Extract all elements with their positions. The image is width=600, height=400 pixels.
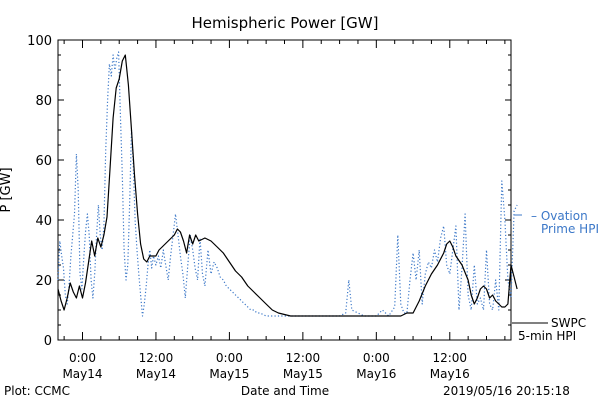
y-axis-label: P [GW] [0, 167, 14, 212]
x-tick-date-label: May15 [209, 367, 249, 381]
y-tick-label: 60 [35, 154, 52, 169]
x-tick-time-label: 12:00 [139, 351, 174, 365]
x-tick-time-label: 12:00 [432, 351, 467, 365]
x-tick-time-label: 0:00 [216, 351, 243, 365]
chart-title: Hemispheric Power [GW] [192, 14, 379, 32]
x-tick-date-label: May14 [62, 367, 102, 381]
y-axis-ticks: 0 20 40 60 80 100 [27, 34, 511, 349]
footer-plot-credit: Plot: CCMC [4, 384, 70, 398]
y-tick-label: 20 [35, 274, 52, 289]
x-tick-date-label: May16 [430, 367, 470, 381]
x-tick-time-label: 0:00 [363, 351, 390, 365]
x-tick-time-label: 12:00 [286, 351, 321, 365]
footer-timestamp: 2019/05/16 20:15:18 [443, 384, 570, 398]
y-tick-label: 40 [35, 214, 52, 229]
legend-ovation-line1: – Ovation [531, 209, 588, 223]
y-tick-label: 100 [27, 34, 52, 49]
legend-ovation-line2: Prime HPI [541, 222, 599, 236]
x-axis-ticks: 0:00 May14 12:00 May14 0:00 May15 12:00 May15 0:… [62, 40, 506, 381]
x-tick-date-label: May16 [356, 367, 396, 381]
plot-frame [57, 39, 512, 341]
x-tick-date-label: May15 [283, 367, 323, 381]
x-axis-label: Date and Time [241, 384, 329, 398]
series-layer [57, 51, 518, 317]
x-tick-time-label: 0:00 [69, 351, 96, 365]
series-ovation-prime-hpi [57, 51, 518, 317]
legend-swpc-line2: 5-min HPI [518, 329, 576, 343]
y-tick-label: 0 [44, 334, 52, 349]
x-tick-date-label: May14 [136, 367, 176, 381]
y-tick-label: 80 [35, 94, 52, 109]
series-swpc-5min-hpi [57, 54, 518, 317]
legend-swpc-line1: SWPC [551, 316, 586, 330]
